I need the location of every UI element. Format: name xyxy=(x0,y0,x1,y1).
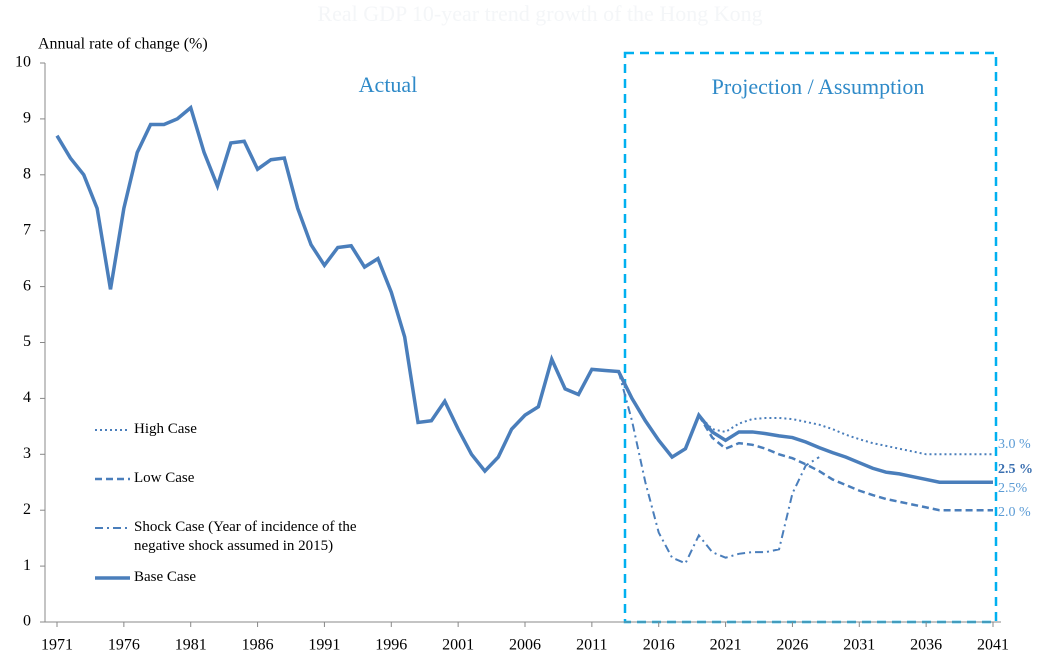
legend-label: Shock Case (Year of incidence of the neg… xyxy=(134,519,357,554)
x-tick-label: 1991 xyxy=(308,637,340,654)
y-tick-label: 2 xyxy=(23,501,31,518)
x-tick-label: 2036 xyxy=(910,637,942,654)
y-tick-label: 8 xyxy=(23,165,31,182)
legend-label: Low Case xyxy=(134,470,195,486)
chart-title: Real GDP 10-year trend growth of the Hon… xyxy=(317,1,762,26)
x-tick-label: 2006 xyxy=(509,637,541,654)
y-tick-label: 4 xyxy=(23,389,31,406)
x-tick-label: 2026 xyxy=(776,637,808,654)
x-tick-label: 2041 xyxy=(977,637,1009,654)
end-label: 2.5 % xyxy=(998,462,1033,477)
series-line xyxy=(697,414,993,512)
y-axis-label: Annual rate of change (%) xyxy=(38,36,208,53)
end-label: 2.0 % xyxy=(998,505,1031,520)
y-tick-label: 1 xyxy=(23,557,31,574)
x-tick-label: 1996 xyxy=(375,637,407,654)
x-tick-label: 1986 xyxy=(242,637,274,654)
series-line xyxy=(698,414,993,456)
end-label: 3.0 % xyxy=(998,437,1031,452)
series-line xyxy=(617,371,820,565)
y-tick-label: 5 xyxy=(23,333,31,350)
end-label: 2.5% xyxy=(998,481,1028,496)
x-tick-label: 1971 xyxy=(41,637,73,654)
annotation: Actual xyxy=(359,72,418,97)
y-tick-label: 10 xyxy=(15,54,31,71)
legend-label: Base Case xyxy=(134,569,197,585)
series-line xyxy=(55,104,993,484)
x-tick-label: 2031 xyxy=(843,637,875,654)
annotation: Projection / Assumption xyxy=(712,74,925,99)
y-tick-label: 3 xyxy=(23,445,31,462)
legend-label: High Case xyxy=(134,421,197,437)
x-tick-label: 2001 xyxy=(442,637,474,654)
x-tick-label: 1976 xyxy=(108,637,140,654)
x-tick-label: 2016 xyxy=(643,637,675,654)
x-tick-label: 1981 xyxy=(175,637,207,654)
x-tick-label: 2011 xyxy=(576,637,607,654)
y-tick-label: 9 xyxy=(23,110,31,127)
x-tick-label: 2021 xyxy=(710,637,742,654)
y-tick-label: 7 xyxy=(23,221,31,238)
y-tick-label: 0 xyxy=(23,613,31,630)
projection-box xyxy=(623,51,998,624)
y-tick-label: 6 xyxy=(23,277,31,294)
